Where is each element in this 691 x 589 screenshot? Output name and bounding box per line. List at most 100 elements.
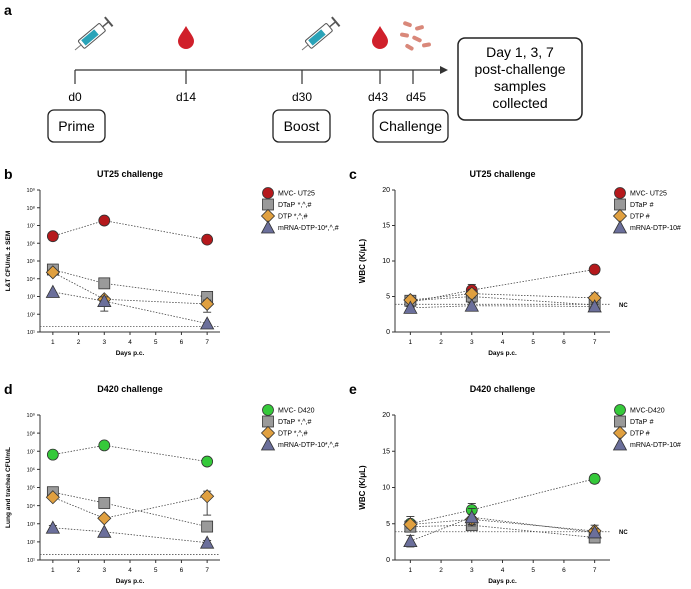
series-mrna-dtp-10 xyxy=(45,284,215,330)
legend-marker xyxy=(614,404,626,416)
legend-marker xyxy=(262,198,274,211)
series-line xyxy=(410,516,595,542)
data-point xyxy=(97,511,112,526)
x-tick-label: 2 xyxy=(439,567,443,574)
legend-significance: *,^,# xyxy=(294,214,308,221)
x-tick-label: 6 xyxy=(562,339,566,346)
collected-line-1: Day 1, 3, 7 xyxy=(486,44,554,60)
x-tick-label: 4 xyxy=(128,567,132,574)
legend-label: mRNA-DTP-10 xyxy=(630,225,677,232)
data-point xyxy=(98,277,111,290)
legend-label: DTP xyxy=(630,431,644,438)
series-line xyxy=(52,527,208,544)
legend-label: MVC-D420 xyxy=(630,408,665,415)
timepoint-d30: d30 xyxy=(292,90,312,104)
timepoint-d0: d0 xyxy=(68,90,82,104)
legend-label: mRNA-DTP-10 xyxy=(630,442,677,449)
y-tick-label: 20 xyxy=(382,187,390,194)
chart-title: D420 challenge xyxy=(470,384,536,394)
data-point xyxy=(403,300,418,314)
y-tick-label: 10⁴ xyxy=(27,276,36,283)
series-mrna-dtp-10 xyxy=(403,508,602,548)
timepoint-d14: d14 xyxy=(176,90,196,104)
legend-label: DTaP xyxy=(278,419,295,426)
data-point xyxy=(98,214,111,227)
x-tick-label: 3 xyxy=(470,567,474,574)
x-tick-label: 6 xyxy=(562,567,566,574)
x-tick-label: 6 xyxy=(180,339,184,346)
x-tick-label: 4 xyxy=(501,339,505,346)
x-axis-label: Days p.c. xyxy=(116,350,145,357)
y-tick-label: 10¹ xyxy=(27,330,35,336)
y-tick-label: 10² xyxy=(27,312,35,318)
legend-significance: *,^,# xyxy=(298,202,312,209)
panel-c-label: c xyxy=(349,166,357,182)
legend-marker xyxy=(612,220,628,234)
x-tick-label: 7 xyxy=(205,567,209,574)
x-tick-label: 6 xyxy=(180,567,184,574)
data-point xyxy=(403,533,418,548)
y-tick-label: 10 xyxy=(382,258,390,265)
y-tick-label: 10² xyxy=(27,540,35,546)
data-point xyxy=(45,284,61,298)
series-dtp xyxy=(45,489,215,526)
y-tick-label: 10⁵ xyxy=(27,258,35,265)
y-tick-label: 0 xyxy=(386,557,390,564)
legend-label: mRNA-DTP-10 xyxy=(278,442,325,449)
series-line xyxy=(52,269,208,298)
x-tick-label: 1 xyxy=(51,567,55,574)
y-tick-label: 10⁴ xyxy=(27,503,36,510)
x-tick-label: 4 xyxy=(128,339,132,346)
data-point xyxy=(201,520,214,533)
legend-significance: # xyxy=(677,225,681,232)
legend-label: DTaP xyxy=(278,202,295,209)
series-mvc-d420 xyxy=(46,439,214,468)
series-dtap xyxy=(46,486,214,533)
collected-line-3: samples xyxy=(494,78,546,94)
legend-label: MVC- UT25 xyxy=(630,191,667,198)
series-dtap xyxy=(46,263,214,303)
y-axis-label: WBC (K/μL) xyxy=(358,238,367,283)
y-tick-label: 5 xyxy=(386,521,390,528)
x-tick-label: 7 xyxy=(593,567,597,574)
series-mvc-ut25 xyxy=(46,214,214,246)
data-point xyxy=(45,490,60,505)
legend-marker xyxy=(612,437,628,451)
syringe-icon xyxy=(74,16,114,51)
y-tick-label: 10⁶ xyxy=(27,240,35,247)
series-mvc-ut25 xyxy=(404,263,601,309)
legend-label: MVC- UT25 xyxy=(278,191,315,198)
legend-marker xyxy=(614,187,626,199)
legend-significance: *,^,# xyxy=(325,442,339,449)
x-tick-label: 1 xyxy=(51,339,55,346)
y-tick-label: 10⁷ xyxy=(27,223,35,230)
panel-b-chart: b UT25 challenge 1 2 3 4 5 6 7 Days p.c. 10¹ 10² 10³… xyxy=(4,166,339,357)
legend-marker xyxy=(614,415,626,428)
data-point xyxy=(98,439,111,452)
y-tick-label: 0 xyxy=(386,329,390,336)
series-line xyxy=(410,296,595,306)
data-point xyxy=(588,472,601,485)
chart-title: UT25 challenge xyxy=(97,169,163,179)
data-point xyxy=(45,520,61,534)
x-tick-label: 3 xyxy=(102,567,106,574)
x-tick-label: 1 xyxy=(409,339,413,346)
series-line xyxy=(52,271,208,305)
boost-label: Boost xyxy=(284,118,320,134)
reference-line-label: NC xyxy=(619,530,628,536)
legend-significance: # xyxy=(646,214,650,221)
data-point xyxy=(98,497,111,509)
x-tick-label: 5 xyxy=(154,339,158,346)
data-point xyxy=(587,525,602,539)
blood-drop-icon xyxy=(178,26,194,49)
series-line xyxy=(52,220,208,241)
blood-drop-icon xyxy=(372,26,388,49)
panel-e-chart: e D420 challenge 1 2 3 4 5 6 7 Days p.c. 0 5 10 15 20 W… xyxy=(349,381,681,585)
x-tick-label: 5 xyxy=(531,567,535,574)
series-mrna-dtp-10 xyxy=(45,520,215,549)
data-point xyxy=(464,509,479,524)
